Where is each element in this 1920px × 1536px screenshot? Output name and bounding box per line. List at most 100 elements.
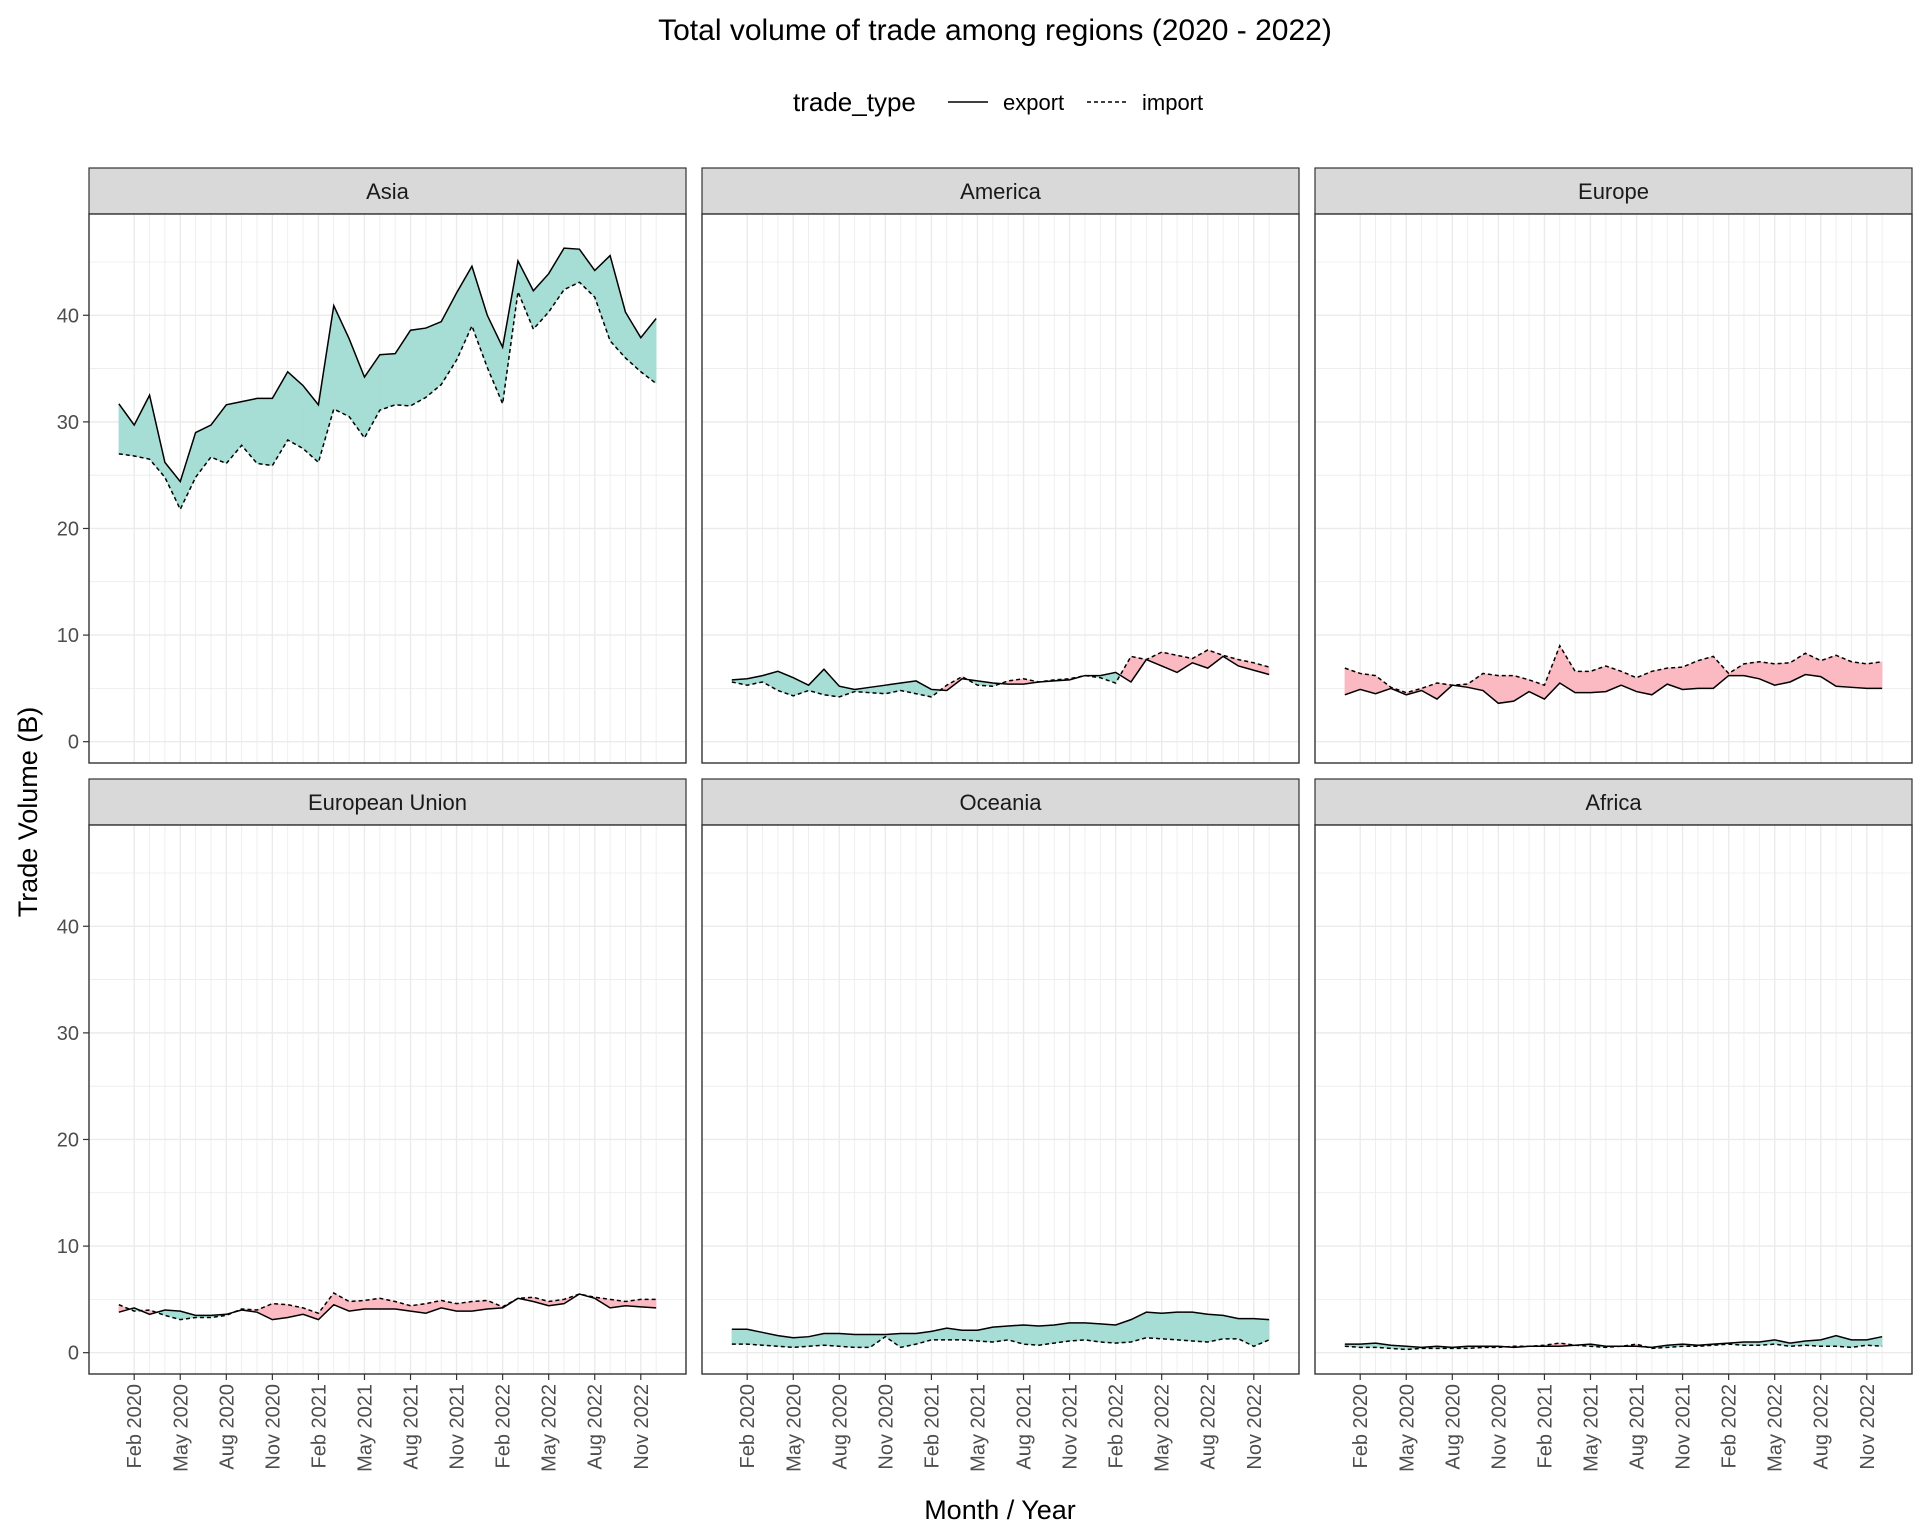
facet-america-export-line bbox=[731, 655, 1270, 692]
facet-africa-x-tick-label: May 2022 bbox=[1765, 1384, 1787, 1472]
facet-european-union-strip bbox=[88, 778, 687, 826]
facet-european-union-y-tick-label: 10 bbox=[57, 1236, 79, 1258]
facet-asia-strip-label: Asia bbox=[366, 179, 410, 204]
facet-asia-y-tick-label: 0 bbox=[68, 732, 79, 754]
facet-europe-strip bbox=[1314, 167, 1913, 215]
facet-africa-import-line bbox=[1344, 1342, 1883, 1351]
facet-oceania-x-tick-label: Feb 2021 bbox=[921, 1384, 943, 1469]
facet-africa-x-tick-label: May 2020 bbox=[1396, 1384, 1418, 1472]
facet-africa-strip bbox=[1314, 778, 1913, 826]
facet-asia-y-tick-label: 20 bbox=[57, 518, 79, 540]
facet-european-union-x-tick-label: Feb 2022 bbox=[493, 1384, 515, 1469]
facet-africa-x-tick-label: May 2021 bbox=[1580, 1384, 1602, 1472]
facet-european-union-x-tick-label: May 2020 bbox=[170, 1384, 192, 1472]
facet-oceania-x-tick-label: May 2020 bbox=[783, 1384, 805, 1472]
facet-oceania-panel-bg bbox=[702, 825, 1299, 1374]
facet-european-union: European Union 0 10 20 30 40 Feb 2020 May 2020 A… bbox=[57, 778, 687, 1472]
facet-oceania-ribbon bbox=[1084, 1322, 1101, 1343]
facet-africa-strip-label: Africa bbox=[1585, 790, 1642, 815]
facet-oceania-x-tick-label: Nov 2021 bbox=[1060, 1384, 1082, 1470]
facet-oceania-x-tick-label: Aug 2021 bbox=[1014, 1384, 1036, 1470]
facet-asia-export-line bbox=[118, 247, 657, 484]
facet-european-union-export-line bbox=[118, 1293, 657, 1321]
facet-africa-x-tick-label: Feb 2020 bbox=[1350, 1384, 1372, 1469]
facet-oceania-x-tick-label: May 2021 bbox=[967, 1384, 989, 1472]
facet-oceania-ribbon bbox=[731, 1328, 748, 1345]
y-axis-title: Trade Volume (B) bbox=[13, 707, 43, 918]
facet-oceania-ribbon bbox=[1069, 1322, 1086, 1342]
facet-european-union-x-tick-label: Nov 2022 bbox=[631, 1384, 653, 1470]
facet-european-union-x-tick-label: Feb 2021 bbox=[308, 1384, 330, 1469]
facet-oceania: Oceania Feb 2020 May 2020 Aug 2020 Nov 2020 F… bbox=[701, 778, 1300, 1472]
facet-oceania-ribbon bbox=[1222, 1315, 1239, 1340]
facet-oceania-ribbon bbox=[1023, 1324, 1040, 1346]
facet-asia-import-line bbox=[118, 281, 657, 512]
facet-european-union-border bbox=[88, 824, 687, 1375]
facet-america-border bbox=[701, 213, 1300, 764]
facet-oceania-export-line bbox=[731, 1311, 1270, 1339]
chart-title: Total volume of trade among regions (202… bbox=[658, 14, 1332, 47]
facet-oceania-ribbon bbox=[1192, 1311, 1208, 1343]
facet-european-union-import-line bbox=[118, 1292, 657, 1321]
facet-africa-x-tick-label: Feb 2021 bbox=[1534, 1384, 1556, 1469]
facet-africa-border bbox=[1314, 824, 1913, 1375]
facet-panels: Asia 0 10 20 30 40 America Europe European Union… bbox=[57, 167, 1913, 1472]
legend-label-import: import bbox=[1142, 90, 1203, 115]
x-axis-title: Month / Year bbox=[924, 1495, 1076, 1525]
facet-africa-x-tick-label: Aug 2020 bbox=[1442, 1384, 1464, 1470]
legend-title: trade_type bbox=[793, 87, 916, 117]
facet-oceania-ribbon bbox=[1176, 1311, 1193, 1342]
facet-european-union-x-tick-label: Nov 2020 bbox=[262, 1384, 284, 1470]
facet-oceania-ribbon bbox=[1038, 1324, 1055, 1346]
facet-european-union-x-tick-label: May 2021 bbox=[354, 1384, 376, 1472]
facet-oceania-x-tick-label: Aug 2022 bbox=[1198, 1384, 1220, 1470]
facet-oceania-ribbon bbox=[1053, 1322, 1070, 1344]
facet-asia-ribbon bbox=[425, 321, 442, 398]
facet-european-union-y-tick-label: 0 bbox=[68, 1343, 79, 1365]
facet-africa: Africa Feb 2020 May 2020 Aug 2020 Nov 2020 Fe… bbox=[1314, 778, 1913, 1472]
facet-european-union-y-tick-label: 40 bbox=[57, 916, 79, 938]
facet-oceania-ribbon bbox=[1161, 1311, 1178, 1341]
facet-africa-x-tick-label: Nov 2020 bbox=[1488, 1384, 1510, 1470]
facet-africa-x-tick-label: Nov 2022 bbox=[1857, 1384, 1879, 1470]
facet-africa-x-tick-label: Nov 2021 bbox=[1673, 1384, 1695, 1470]
facet-africa-x-tick-label: Aug 2021 bbox=[1627, 1384, 1649, 1470]
facet-asia-ribbon bbox=[563, 247, 580, 291]
facet-oceania-ribbon bbox=[854, 1334, 871, 1348]
facet-oceania-ribbon bbox=[839, 1333, 855, 1348]
legend-label-export: export bbox=[1003, 90, 1064, 115]
facet-asia-y-tick-label: 10 bbox=[57, 625, 79, 647]
facet-europe-ribbon bbox=[1851, 661, 1868, 689]
facet-oceania-border bbox=[701, 824, 1300, 1375]
facet-asia: Asia 0 10 20 30 40 bbox=[57, 167, 687, 764]
legend: trade_type export import bbox=[793, 87, 1203, 117]
facet-america-panel-bg bbox=[702, 214, 1299, 763]
facet-oceania-x-tick-label: May 2022 bbox=[1152, 1384, 1174, 1472]
facet-european-union-x-tick-label: Aug 2021 bbox=[401, 1384, 423, 1470]
facet-oceania-strip-label: Oceania bbox=[960, 790, 1043, 815]
facet-oceania-ribbon bbox=[823, 1333, 840, 1347]
facet-america-strip-label: America bbox=[960, 179, 1041, 204]
facet-european-union-strip-label: European Union bbox=[308, 790, 467, 815]
facet-europe-border bbox=[1314, 213, 1913, 764]
facet-oceania-ribbon bbox=[1146, 1311, 1162, 1340]
facet-america-strip bbox=[701, 167, 1300, 215]
facet-european-union-x-tick-label: Nov 2021 bbox=[447, 1384, 469, 1470]
facet-africa-x-tick-label: Aug 2022 bbox=[1811, 1384, 1833, 1470]
facet-africa-x-tick-label: Feb 2022 bbox=[1719, 1384, 1741, 1469]
facet-oceania-x-tick-label: Nov 2020 bbox=[875, 1384, 897, 1470]
facet-oceania-x-tick-label: Nov 2022 bbox=[1244, 1384, 1266, 1470]
facet-europe-ribbon bbox=[1866, 661, 1883, 689]
facet-european-union-x-tick-label: Aug 2020 bbox=[216, 1384, 238, 1470]
facet-oceania-x-tick-label: Aug 2020 bbox=[829, 1384, 851, 1470]
facet-oceania-import-line bbox=[731, 1335, 1270, 1349]
facet-asia-ribbon bbox=[256, 398, 273, 466]
facet-european-union-x-tick-label: Aug 2022 bbox=[585, 1384, 607, 1470]
facet-europe-ribbon bbox=[1574, 671, 1591, 693]
facet-europe: Europe bbox=[1314, 167, 1913, 764]
facet-oceania-ribbon bbox=[1207, 1314, 1224, 1343]
facet-oceania-x-tick-label: Feb 2020 bbox=[737, 1384, 759, 1469]
facet-asia-y-tick-label: 30 bbox=[57, 412, 79, 434]
facet-european-union-y-tick-label: 30 bbox=[57, 1023, 79, 1045]
